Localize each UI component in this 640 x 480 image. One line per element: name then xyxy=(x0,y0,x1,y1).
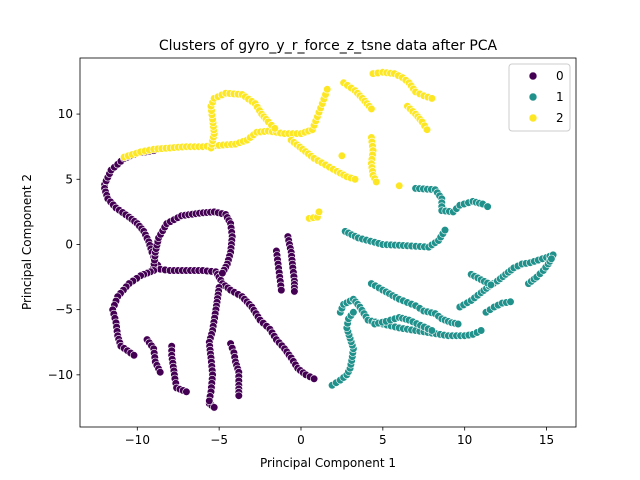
data-point xyxy=(310,374,319,383)
data-point xyxy=(506,297,515,306)
legend-label-1: 1 xyxy=(556,90,564,104)
data-point xyxy=(270,124,279,133)
data-point xyxy=(395,181,404,190)
data-point xyxy=(367,104,376,113)
data-point xyxy=(218,269,227,278)
data-point xyxy=(182,387,191,396)
series-0-points xyxy=(100,146,319,412)
chart-title: Clusters of gyro_y_r_force_z_tsne data a… xyxy=(159,38,498,54)
data-point xyxy=(156,368,165,377)
data-point xyxy=(349,308,358,317)
legend-marker-1 xyxy=(528,92,538,102)
series-1-points xyxy=(328,184,558,390)
legend: 0 1 2 xyxy=(508,63,571,132)
x-tick-label: 5 xyxy=(379,433,387,447)
y-tick-label: −10 xyxy=(48,368,73,382)
data-point xyxy=(483,202,492,211)
data-point xyxy=(337,151,347,160)
y-axis-ticks: −10 −5 0 5 10 xyxy=(48,107,80,382)
y-tick-label: −5 xyxy=(55,303,73,317)
scatter-points xyxy=(100,68,558,412)
data-point xyxy=(314,207,324,216)
data-point xyxy=(477,326,486,335)
data-point xyxy=(427,326,437,335)
data-point xyxy=(440,226,450,235)
legend-box xyxy=(508,63,571,132)
legend-marker-2 xyxy=(528,113,538,123)
x-tick-label: 0 xyxy=(297,433,305,447)
data-point xyxy=(427,94,437,103)
data-point xyxy=(234,391,243,400)
data-point xyxy=(547,254,556,263)
data-point xyxy=(350,175,360,184)
legend-label-0: 0 xyxy=(556,69,564,83)
data-point xyxy=(277,286,286,295)
y-tick-label: 5 xyxy=(65,172,73,186)
series-2-points xyxy=(120,68,437,223)
data-point xyxy=(372,177,381,186)
data-point xyxy=(210,403,219,412)
data-point xyxy=(205,396,214,406)
data-point xyxy=(290,287,299,296)
plot-frame xyxy=(79,57,577,428)
x-axis-ticks: −10 −5 0 5 10 15 xyxy=(125,427,554,447)
y-tick-label: 10 xyxy=(58,107,73,121)
legend-label-2: 2 xyxy=(556,111,564,125)
data-point xyxy=(422,125,432,134)
x-axis-label: Principal Component 1 xyxy=(260,456,396,470)
data-point xyxy=(486,280,496,290)
data-point xyxy=(129,351,139,360)
x-tick-label: 15 xyxy=(539,433,554,447)
x-tick-label: 10 xyxy=(457,433,472,447)
y-axis-label: Principal Component 2 xyxy=(20,174,34,310)
data-point xyxy=(323,85,332,94)
x-tick-label: −10 xyxy=(125,433,150,447)
data-point xyxy=(454,319,463,329)
x-tick-label: −5 xyxy=(210,433,228,447)
y-tick-label: 0 xyxy=(65,237,73,251)
legend-marker-0 xyxy=(528,71,538,81)
